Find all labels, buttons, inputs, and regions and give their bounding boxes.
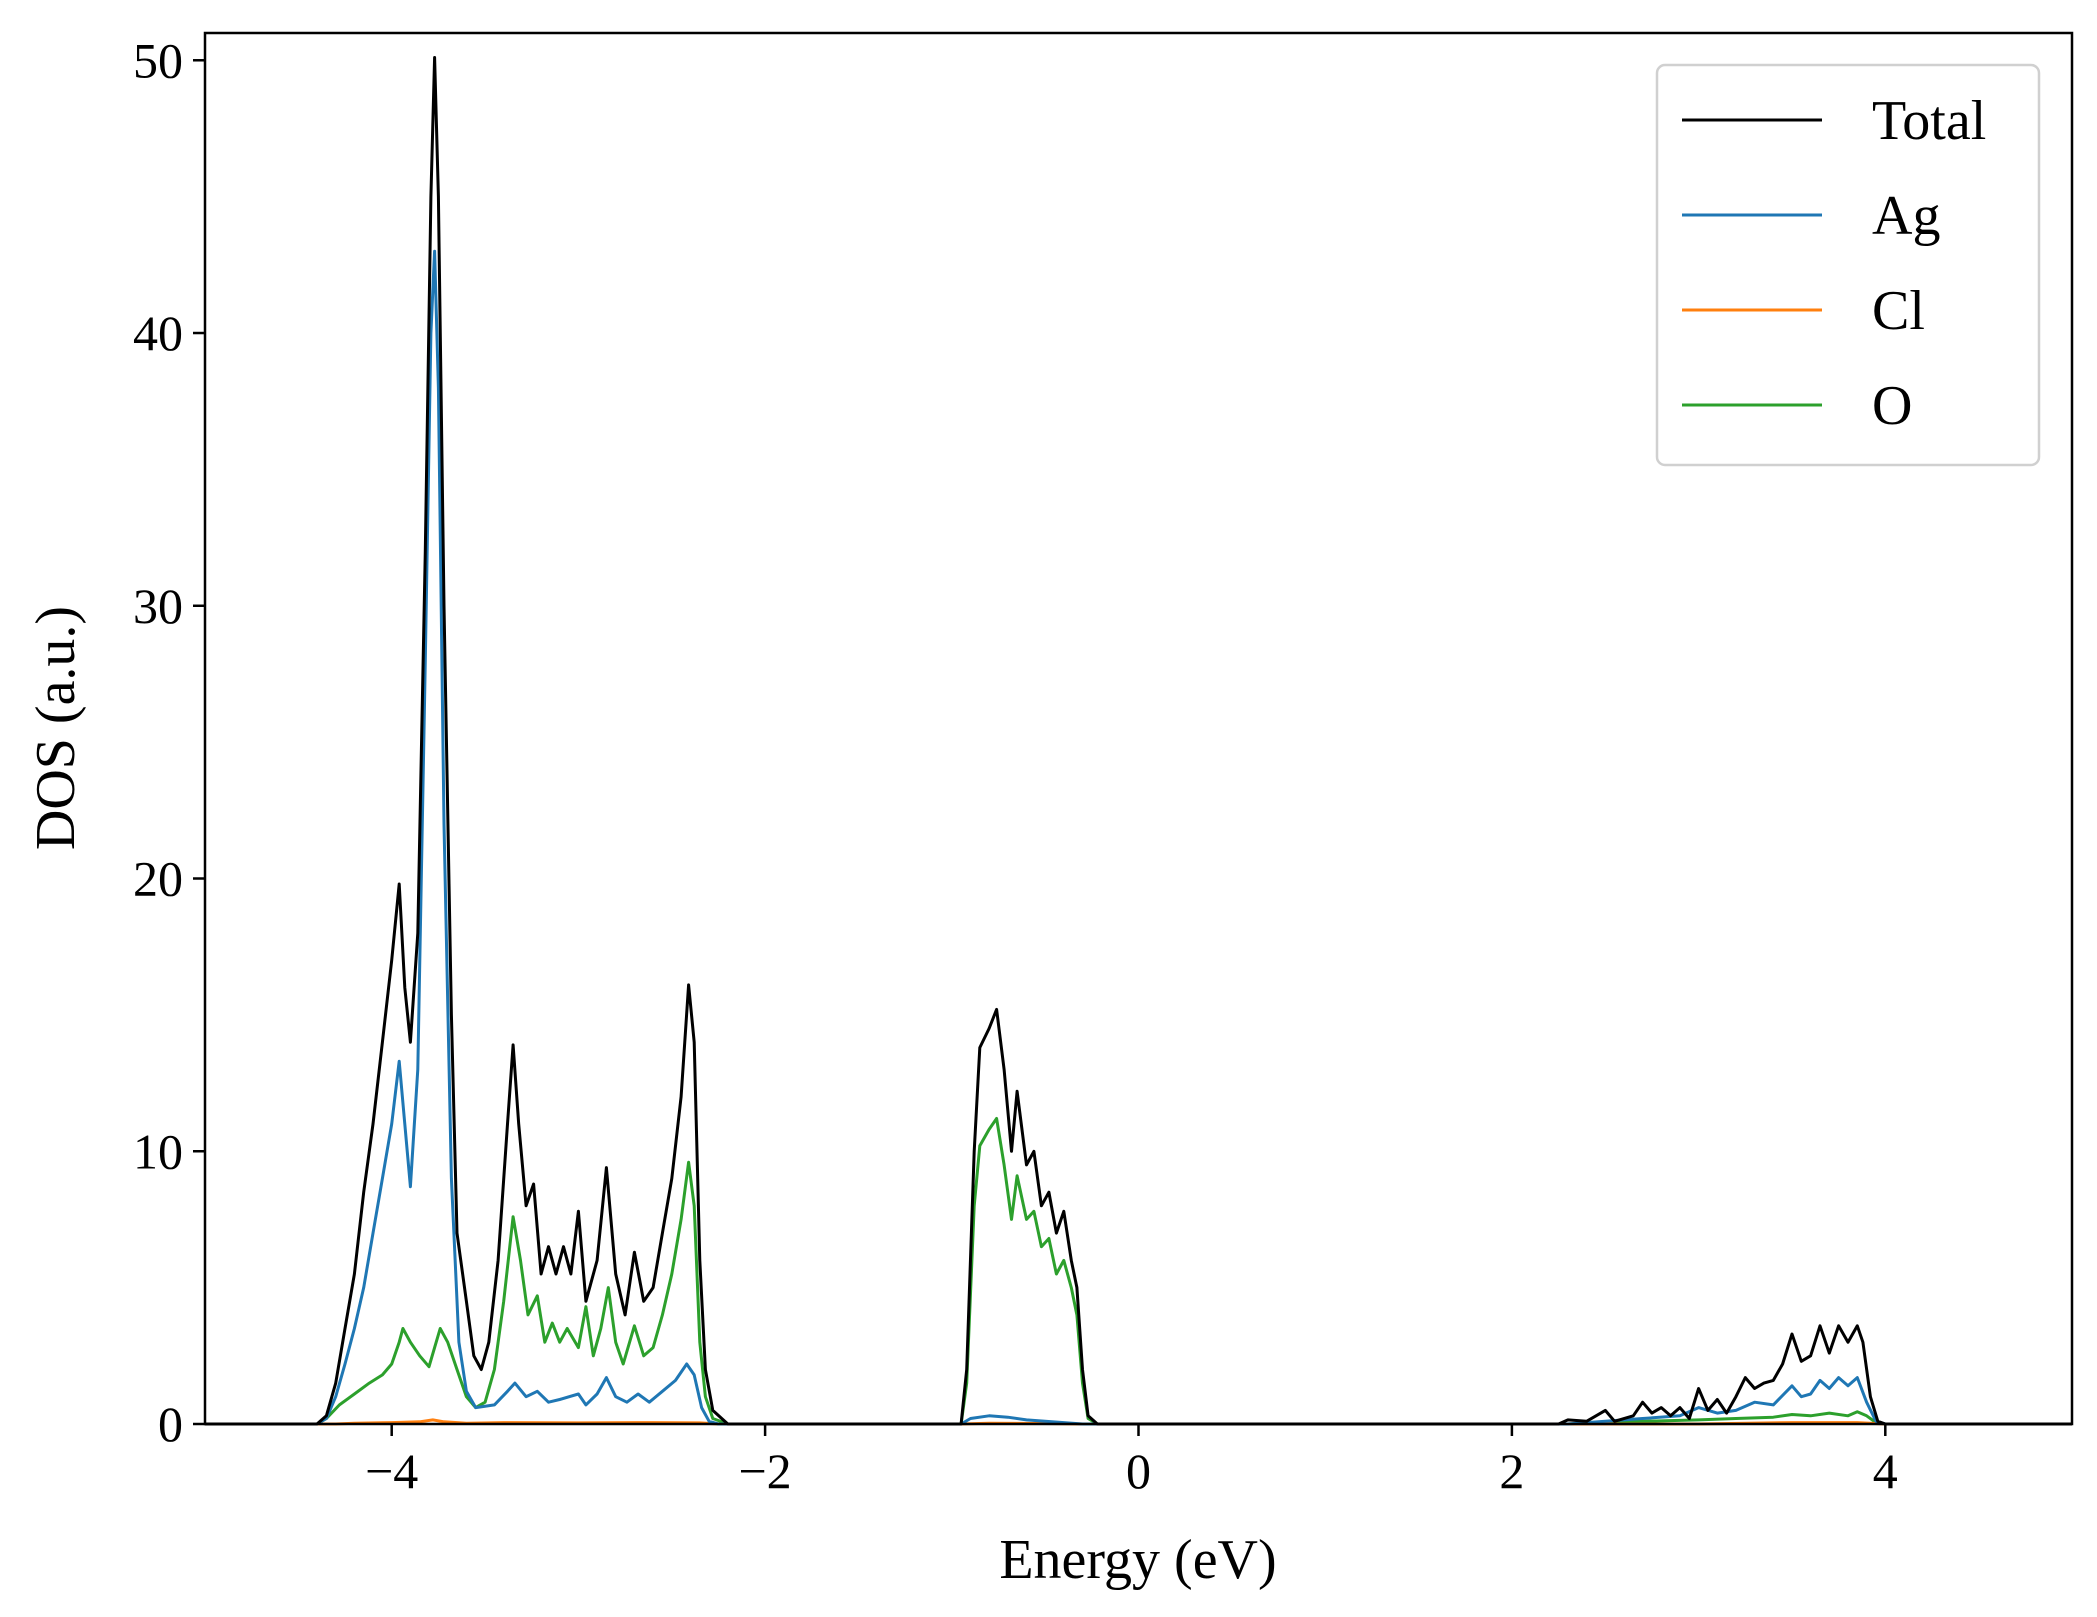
- x-axis-label: Energy (eV): [999, 1529, 1276, 1591]
- x-tick-label: −2: [738, 1443, 791, 1499]
- y-tick-label: 30: [133, 578, 183, 634]
- x-axis: −4 −2 0 2 4: [365, 1424, 1898, 1499]
- y-tick-label: 0: [158, 1396, 183, 1452]
- legend-label-cl: Cl: [1872, 280, 1925, 342]
- legend-label-o: O: [1872, 375, 1912, 437]
- y-tick-label: 40: [133, 305, 183, 361]
- y-tick-label: 50: [133, 32, 183, 88]
- x-tick-label: −4: [365, 1443, 418, 1499]
- legend: Total Ag Cl O: [1655, 63, 2041, 467]
- x-tick-label: 0: [1126, 1443, 1151, 1499]
- y-axis-label: DOS (a.u.): [25, 606, 87, 850]
- y-tick-label: 10: [133, 1123, 183, 1179]
- x-tick-label: 2: [1499, 1443, 1524, 1499]
- legend-box: [1655, 63, 2041, 467]
- x-tick-label: 4: [1873, 1443, 1898, 1499]
- y-axis: 0 10 20 30 40 50: [133, 32, 205, 1452]
- legend-label-ag: Ag: [1872, 185, 1940, 247]
- y-tick-label: 20: [133, 851, 183, 907]
- legend-label-total: Total: [1872, 90, 1986, 152]
- series-line-ag: [205, 249, 2072, 1426]
